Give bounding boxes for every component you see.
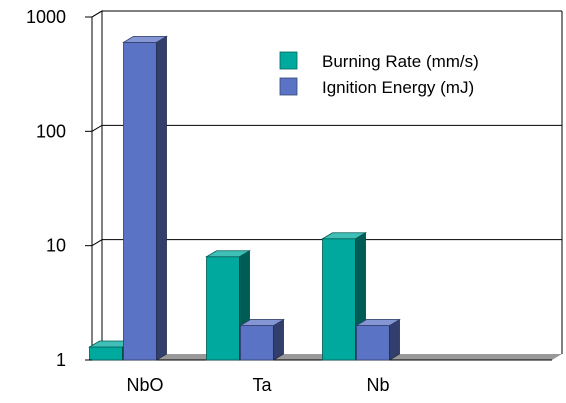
gridline xyxy=(91,239,562,247)
bar-front xyxy=(89,346,123,361)
bar-side xyxy=(389,318,400,361)
bar-ta-ignition-energy xyxy=(239,318,285,361)
y-tick-label: 10 xyxy=(46,236,66,256)
bar-front xyxy=(322,238,356,361)
bar-front xyxy=(240,325,274,361)
y-tick-label: 100 xyxy=(36,121,66,141)
legend-label: Burning Rate (mm/s) xyxy=(322,52,479,71)
x-axis-labels: NbO Ta Nb xyxy=(126,375,389,395)
bar-side xyxy=(273,318,284,361)
bar-front xyxy=(123,41,157,361)
bar-nb-ignition-energy xyxy=(355,318,401,361)
y-axis-ticks: 1 10 100 1000 xyxy=(26,7,92,370)
bar-top xyxy=(239,319,285,326)
bar-top xyxy=(122,35,168,43)
bar-front xyxy=(356,325,390,361)
legend: Burning Rate (mm/s) Ignition Energy (mJ) xyxy=(279,51,479,97)
gridline xyxy=(91,124,562,132)
bar-nbo-ignition-energy xyxy=(122,35,168,361)
legend-item: Burning Rate (mm/s) xyxy=(279,51,479,71)
x-category-label: NbO xyxy=(126,375,163,395)
x-category-label: Nb xyxy=(366,375,389,395)
bar-side xyxy=(156,35,167,361)
y-tick-label: 1 xyxy=(56,350,66,370)
legend-label: Ignition Energy (mJ) xyxy=(322,78,474,97)
y-tick-label: 1000 xyxy=(26,7,66,27)
bar-top xyxy=(355,319,401,326)
legend-item: Ignition Energy (mJ) xyxy=(279,77,474,97)
bar-top xyxy=(321,232,367,240)
legend-swatch xyxy=(279,51,298,70)
side-wall xyxy=(91,10,103,361)
gridline xyxy=(91,10,562,18)
x-category-label: Ta xyxy=(252,375,272,395)
bar-front xyxy=(206,256,240,361)
bar-top xyxy=(205,250,251,258)
gridlines xyxy=(91,10,562,247)
bars xyxy=(88,35,401,361)
legend-swatch xyxy=(279,77,298,96)
